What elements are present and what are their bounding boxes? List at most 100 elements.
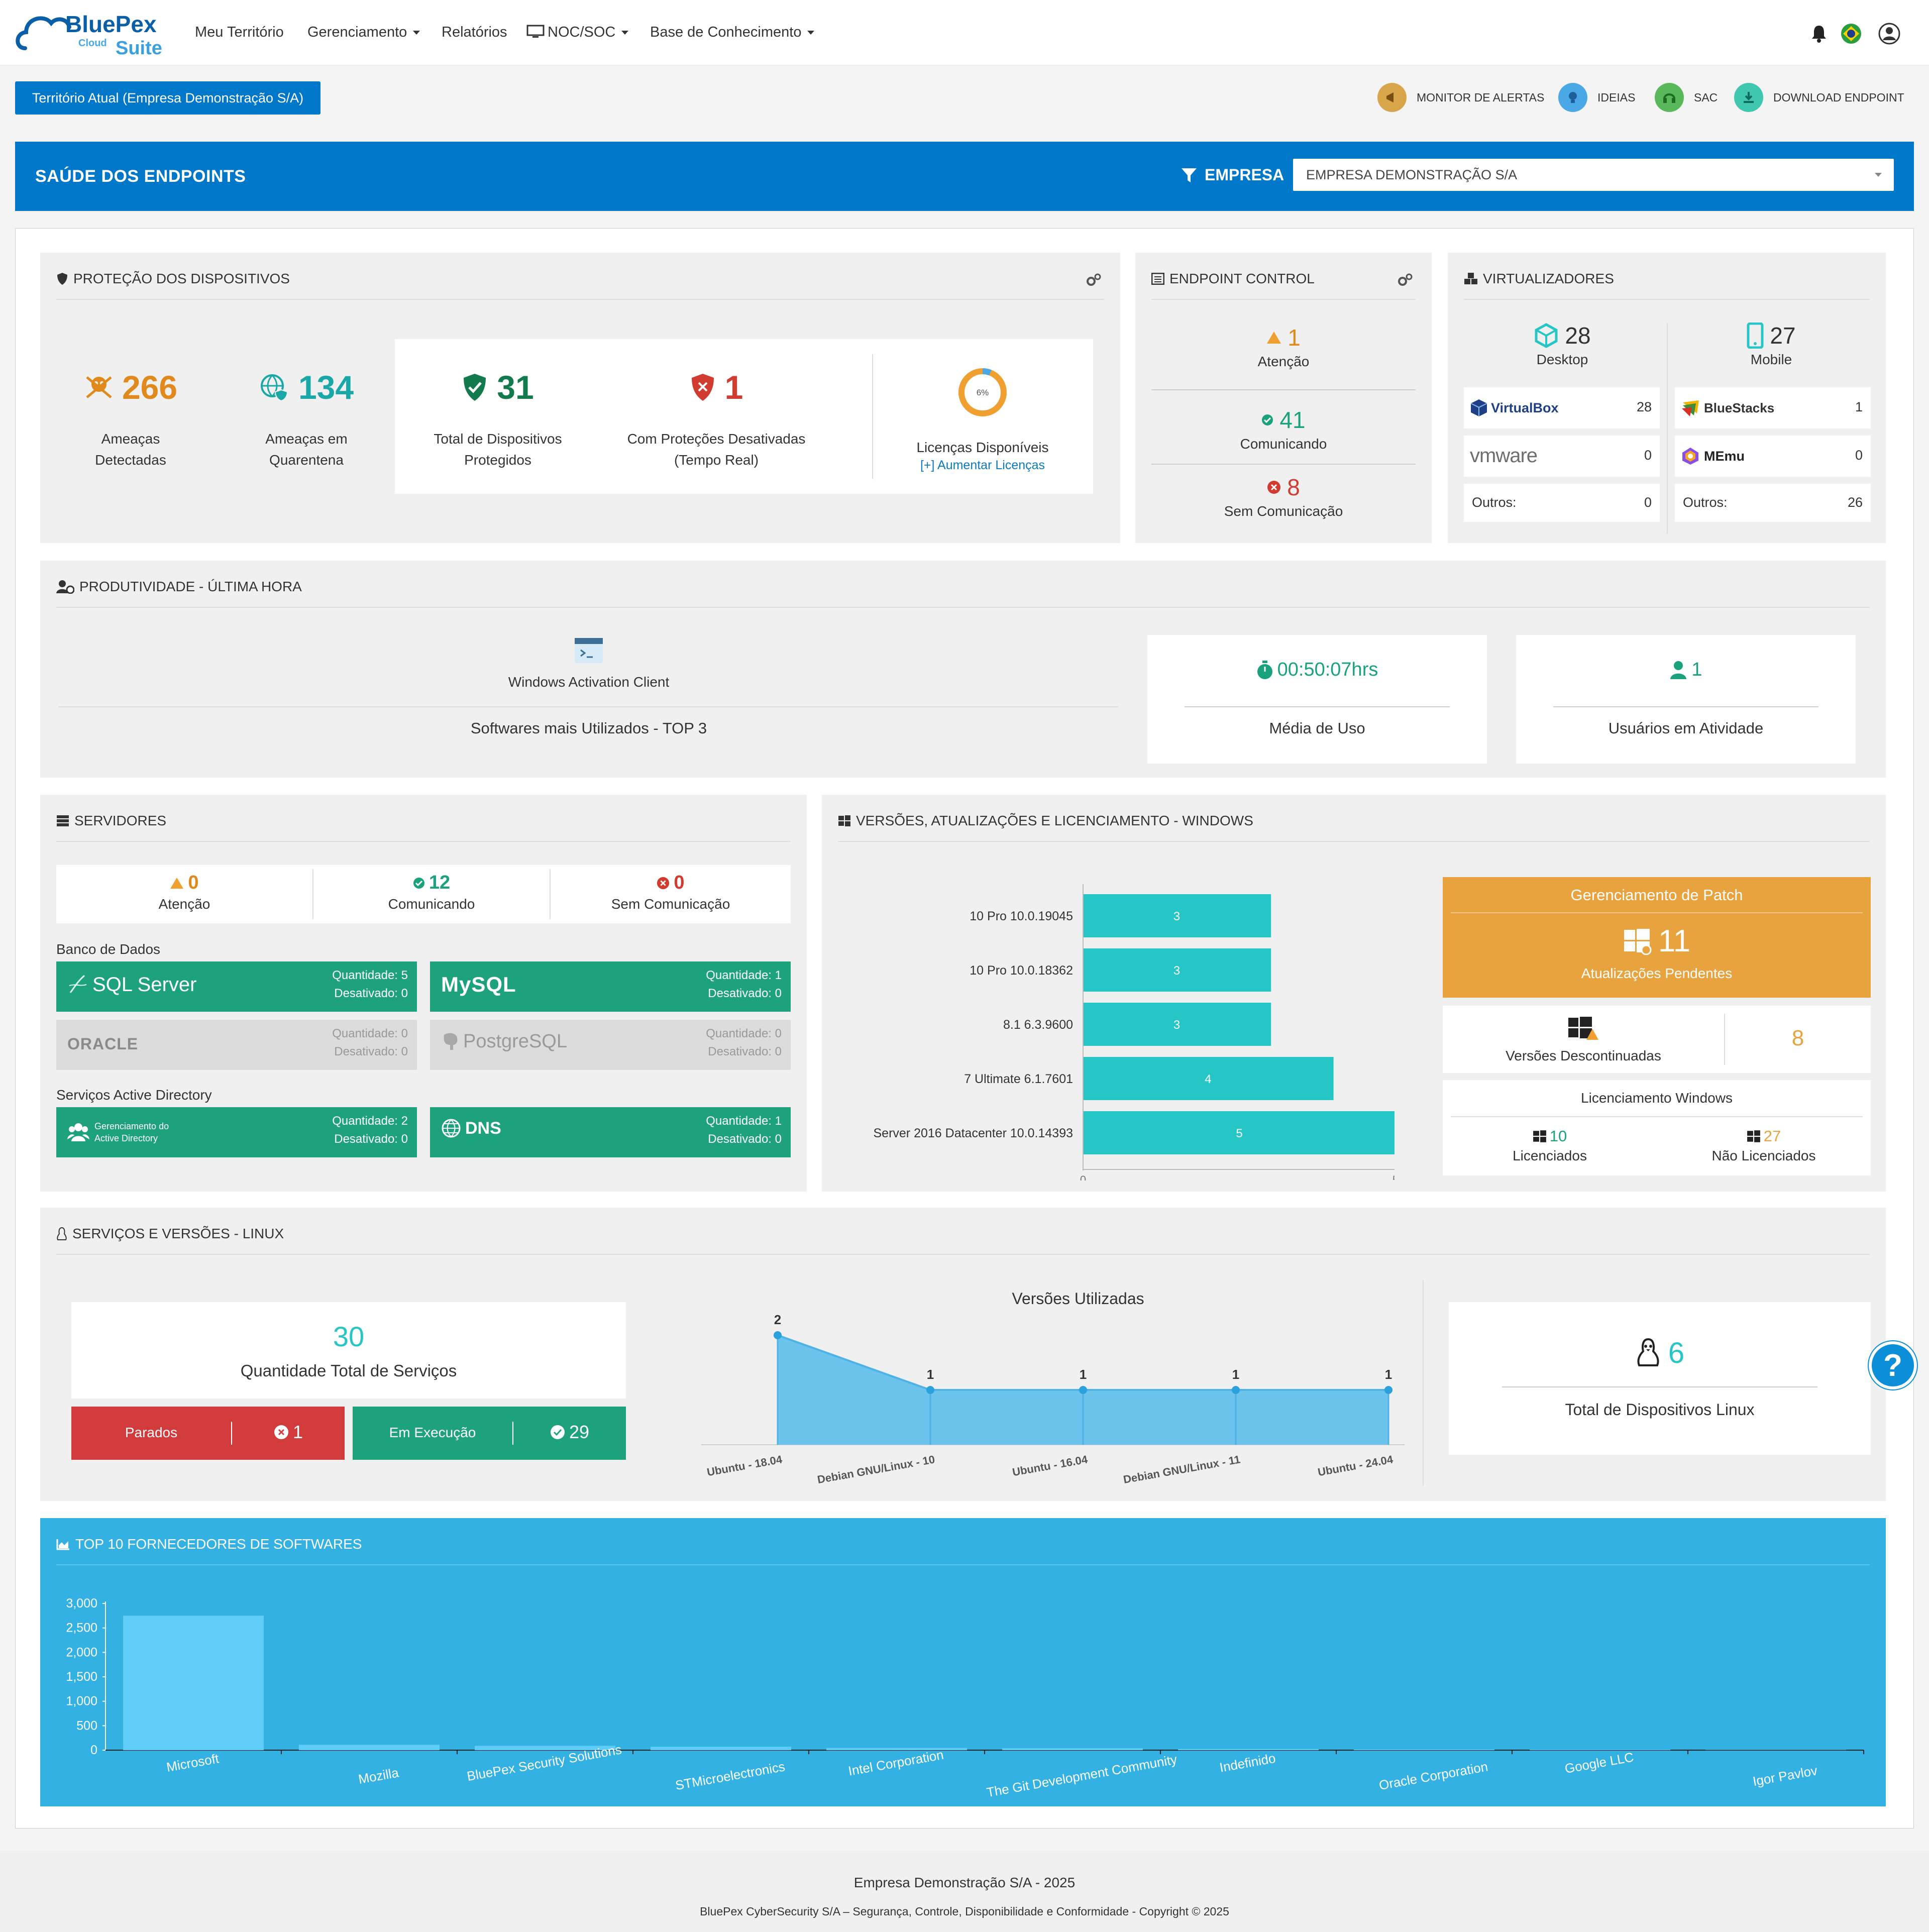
nav-noc-soc[interactable]: NOC/SOC: [526, 24, 629, 41]
user-avatar-icon[interactable]: [1878, 22, 1901, 45]
mysql-tile[interactable]: MySQL Quantidade: 1 Desativado: 0: [430, 961, 791, 1012]
panel-title: SERVIÇOS E VERSÕES - LINUX: [56, 1226, 284, 1242]
panel-linux: SERVIÇOS E VERSÕES - LINUX 30 Quantidade…: [40, 1208, 1886, 1501]
nao-licenciados-value: 27: [1763, 1127, 1781, 1145]
ad-qtd: Quantidade: 2: [332, 1114, 408, 1128]
check-circle-icon: [550, 1425, 565, 1439]
licenses-donut: 6%: [958, 368, 1007, 416]
vmware-logo: vmware: [1470, 445, 1538, 467]
bar[interactable]: [1084, 1057, 1334, 1100]
server-icon: [56, 815, 69, 827]
ec-atencao-label: Atenção: [1257, 354, 1310, 369]
bar[interactable]: [1084, 1111, 1395, 1154]
panel-title-text: PROTEÇÃO DOS DISPOSITIVOS: [73, 271, 290, 286]
nao-licenciados[interactable]: 27 Não Licenciados: [1657, 1127, 1871, 1166]
ec-comunicando[interactable]: 41 Comunicando: [1151, 406, 1416, 455]
media-uso-card: 00:50:07hrs Média de Uso: [1147, 635, 1487, 764]
aumentar-licencas-link[interactable]: [+] Aumentar Licenças: [920, 458, 1045, 472]
data-point[interactable]: [1384, 1386, 1392, 1394]
y-tick-label: 7 Ultimate 6.1.7601: [964, 1072, 1073, 1086]
bar[interactable]: [1084, 948, 1271, 992]
protecoes-desativadas[interactable]: 1 Com Proteções Desativadas (Tempo Real): [606, 368, 827, 471]
nav-gerenciamento[interactable]: Gerenciamento: [307, 24, 420, 41]
bar[interactable]: [299, 1745, 440, 1750]
divider: [231, 1422, 232, 1445]
sqlserver-qtd: Quantidade: 5: [332, 969, 408, 982]
versoes-descontinuadas-card[interactable]: Versões Descontinuadas 8: [1443, 1006, 1871, 1073]
nav-base-conhecimento[interactable]: Base de Conhecimento: [650, 24, 815, 41]
y-tick-label: 10 Pro 10.0.19045: [970, 909, 1073, 923]
ec-atencao[interactable]: 1 Atenção: [1151, 324, 1416, 372]
sac-link[interactable]: SAC: [1655, 83, 1718, 112]
patch-management-card[interactable]: Gerenciamento de Patch 11 Atualizações P…: [1443, 877, 1871, 998]
user-icon: [1670, 661, 1687, 679]
active-directory-tile[interactable]: Gerenciamento do Active Directory Quantid…: [56, 1107, 417, 1157]
globe-icon: [442, 1119, 461, 1138]
bar[interactable]: [1084, 1003, 1271, 1046]
bell-icon[interactable]: [1810, 24, 1828, 43]
windows-icon: [1747, 1130, 1760, 1142]
servicos-parados[interactable]: Parados 1: [71, 1407, 345, 1460]
bar-value-label: 3: [1173, 964, 1180, 978]
monitor-alertas-link[interactable]: MONITOR DE ALERTAS: [1377, 83, 1544, 112]
outros-right-value: 26: [1847, 495, 1863, 510]
bar[interactable]: [651, 1747, 791, 1750]
data-point[interactable]: [926, 1386, 934, 1394]
bar[interactable]: [1178, 1749, 1319, 1750]
panel-title: ENDPOINT CONTROL: [1151, 271, 1315, 287]
divider: [1451, 912, 1863, 913]
bar[interactable]: [123, 1616, 264, 1750]
nav-relatorios[interactable]: Relatórios: [442, 24, 507, 40]
ameacas-quarentena-value: 134: [298, 369, 354, 406]
top-software-item[interactable]: Windows Activation Client: [56, 636, 1121, 693]
licenciados[interactable]: 10 Licenciados: [1443, 1127, 1657, 1166]
licenciados-label: Licenciados: [1513, 1148, 1587, 1163]
windows-versions-chart: 10 Pro 10.0.19045 3 10 Pro 10.0.18362 3 8.1 …: [874, 884, 1395, 1180]
postgresql-desat: Desativado: 0: [708, 1045, 782, 1058]
territory-button[interactable]: Território Atual (Empresa Demonstração S…: [15, 81, 320, 115]
bar[interactable]: [826, 1748, 967, 1750]
active-directory-label: Serviços Active Directory: [56, 1087, 212, 1103]
nav-meu-territorio[interactable]: Meu Território: [195, 24, 284, 40]
virt-memu-row: MEmu 0: [1675, 436, 1871, 477]
srv-comunicando[interactable]: 12 Comunicando: [313, 872, 550, 915]
bar[interactable]: [1084, 894, 1271, 937]
srv-atencao[interactable]: 0 Atenção: [56, 872, 312, 915]
sqlserver-tile[interactable]: SQL Server Quantidade: 5 Desativado: 0: [56, 961, 417, 1012]
help-button[interactable]: ?: [1869, 1341, 1917, 1389]
filter-icon: [1182, 168, 1197, 182]
download-endpoint-link[interactable]: DOWNLOAD ENDPOINT: [1734, 83, 1904, 112]
servicos-em-execucao[interactable]: Em Execução 29: [353, 1407, 626, 1460]
gears-icon[interactable]: [1397, 272, 1414, 289]
gears-icon[interactable]: [1085, 272, 1102, 289]
total-protegidos[interactable]: 31 Total de Dispositivos Protegidos: [415, 368, 581, 471]
postgresql-qtd: Quantidade: 0: [706, 1027, 782, 1040]
bar[interactable]: [475, 1746, 615, 1750]
data-point[interactable]: [774, 1331, 782, 1339]
divider: [512, 1422, 513, 1445]
user-clock-icon: [56, 580, 74, 594]
data-point[interactable]: [1232, 1386, 1240, 1394]
bar[interactable]: [1002, 1748, 1143, 1750]
data-point[interactable]: [1079, 1386, 1087, 1394]
virt-virtualbox-row: VirtualBox 28: [1464, 387, 1660, 428]
warning-icon: [170, 877, 184, 889]
servidores-status-box: 0 Atenção 12 Comunicando 0 Sem Comunicaç…: [56, 865, 791, 923]
brazil-flag-icon[interactable]: [1841, 23, 1862, 44]
divider: [1667, 323, 1668, 534]
x-tick-label: Mozilla: [357, 1765, 400, 1787]
srv-sem-comunicacao[interactable]: 0 Sem Comunicação: [551, 872, 791, 915]
ameacas-quarentena[interactable]: 134 Ameaças em Quarentena: [241, 368, 372, 471]
oracle-tile[interactable]: ORACLE Quantidade: 0 Desativado: 0: [56, 1020, 417, 1070]
ameacas-detectadas[interactable]: 266 Ameaças Detectadas: [70, 368, 191, 471]
protecoes-desativadas-value: 1: [724, 369, 743, 406]
ec-sem-comunicacao[interactable]: 8 Sem Comunicação: [1151, 474, 1416, 522]
dns-tile[interactable]: DNS Quantidade: 1 Desativado: 0: [430, 1107, 791, 1157]
data-label: 1: [1232, 1367, 1239, 1382]
company-select[interactable]: EMPRESA DEMONSTRAÇÃO S/A: [1293, 159, 1894, 191]
ideias-link[interactable]: IDEIAS: [1558, 83, 1635, 112]
licencas-label: Licenças Disponíveis: [916, 440, 1049, 455]
active-directory-logo: Gerenciamento do Active Directory: [67, 1120, 169, 1144]
bluepex-logo[interactable]: BluePex Cloud Suite: [15, 7, 166, 59]
postgresql-tile[interactable]: PostgreSQL Quantidade: 0 Desativado: 0: [430, 1020, 791, 1070]
